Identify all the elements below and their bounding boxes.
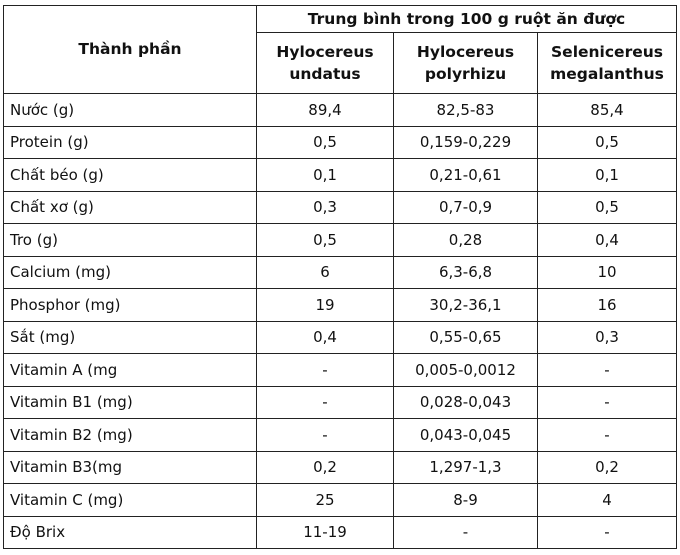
table-cell: 0,21-0,61 xyxy=(393,158,538,192)
table-cell: 0,1 xyxy=(537,158,677,192)
table-cell: 0,2 xyxy=(537,450,677,484)
table-cell: - xyxy=(537,353,677,387)
table-cell: 8-9 xyxy=(393,483,538,517)
table-cell: 0,2 xyxy=(256,450,394,484)
table-row: Protein (g) 0,5 0,159-0,229 0,5 xyxy=(3,125,677,159)
table-cell: 85,4 xyxy=(537,93,677,127)
row-label: Độ Brix xyxy=(3,515,257,549)
species-genus: Hylocereus xyxy=(276,43,374,61)
nutrition-table-container: Thành phần Trung bình trong 100 g ruột ă… xyxy=(3,5,677,549)
table-cell: 11-19 xyxy=(256,515,394,549)
table-cell: - xyxy=(256,418,394,452)
table-row: Nước (g) 89,4 82,5-83 85,4 xyxy=(3,93,677,127)
component-header: Thành phần xyxy=(3,5,257,94)
species-epithet: undatus xyxy=(289,65,361,83)
table-header: Thành phần Trung bình trong 100 g ruột ă… xyxy=(3,5,677,94)
table-row: Vitamin A (mg - 0,005-0,0012 - xyxy=(3,353,677,387)
row-label: Phosphor (mg) xyxy=(3,288,257,322)
table-row: Vitamin C (mg) 25 8-9 4 xyxy=(3,483,677,517)
table-cell: 0,028-0,043 xyxy=(393,385,538,419)
table-cell: 89,4 xyxy=(256,93,394,127)
table-row: Vitamin B2 (mg) - 0,043-0,045 - xyxy=(3,418,677,452)
row-label: Tro (g) xyxy=(3,223,257,257)
table-row: Calcium (mg) 6 6,3-6,8 10 xyxy=(3,255,677,289)
table-cell: - xyxy=(393,515,538,549)
table-cell: 0,55-0,65 xyxy=(393,320,538,354)
table-cell: 0,5 xyxy=(537,125,677,159)
row-label: Vitamin C (mg) xyxy=(3,483,257,517)
species-genus: Hylocereus xyxy=(416,43,515,61)
table-cell: 0,7-0,9 xyxy=(393,190,538,224)
table-cell: 0,3 xyxy=(256,190,394,224)
table-cell: 0,5 xyxy=(537,190,677,224)
table-cell: 0,043-0,045 xyxy=(393,418,538,452)
table-cell: 0,4 xyxy=(256,320,394,354)
table-cell: 0,5 xyxy=(256,125,394,159)
table-row: Vitamin B3(mg 0,2 1,297-1,3 0,2 xyxy=(3,450,677,484)
table-cell: 0,3 xyxy=(537,320,677,354)
row-label: Vitamin B1 (mg) xyxy=(3,385,257,419)
species-header: Hylocereus undatus xyxy=(256,32,394,94)
table-cell: 6 xyxy=(256,255,394,289)
table-row: Vitamin B1 (mg) - 0,028-0,043 - xyxy=(3,385,677,419)
species-epithet: megalanthus xyxy=(550,65,664,83)
table-cell: 6,3-6,8 xyxy=(393,255,538,289)
table-row: Chất béo (g) 0,1 0,21-0,61 0,1 xyxy=(3,158,677,192)
table-cell: - xyxy=(256,385,394,419)
table-cell: 19 xyxy=(256,288,394,322)
table-cell: 30,2-36,1 xyxy=(393,288,538,322)
species-genus: Selenicereus xyxy=(551,43,663,61)
table-cell: 0,1 xyxy=(256,158,394,192)
table-row: Độ Brix 11-19 - - xyxy=(3,515,677,549)
table-cell: 0,28 xyxy=(393,223,538,257)
table-row: Phosphor (mg) 19 30,2-36,1 16 xyxy=(3,288,677,322)
table-cell: - xyxy=(537,515,677,549)
table-body: Nước (g) 89,4 82,5-83 85,4 Protein (g) 0… xyxy=(3,93,677,549)
group-header: Trung bình trong 100 g ruột ăn được xyxy=(256,5,677,33)
nutrition-table: Thành phần Trung bình trong 100 g ruột ă… xyxy=(3,5,677,549)
table-cell: 16 xyxy=(537,288,677,322)
row-label: Vitamin B3(mg xyxy=(3,450,257,484)
table-cell: - xyxy=(256,353,394,387)
table-row: Chất xơ (g) 0,3 0,7-0,9 0,5 xyxy=(3,190,677,224)
species-header: Hylocereus polyrhizu xyxy=(393,32,538,94)
table-cell: 82,5-83 xyxy=(393,93,538,127)
row-label: Chất xơ (g) xyxy=(3,190,257,224)
table-cell: 0,4 xyxy=(537,223,677,257)
table-cell: 0,159-0,229 xyxy=(393,125,538,159)
row-label: Calcium (mg) xyxy=(3,255,257,289)
species-epithet: polyrhizu xyxy=(424,65,507,83)
species-header: Selenicereus megalanthus xyxy=(537,32,677,94)
table-row: Sắt (mg) 0,4 0,55-0,65 0,3 xyxy=(3,320,677,354)
table-cell: 1,297-1,3 xyxy=(393,450,538,484)
table-cell: 10 xyxy=(537,255,677,289)
table-cell: 0,5 xyxy=(256,223,394,257)
row-label: Chất béo (g) xyxy=(3,158,257,192)
table-row: Tro (g) 0,5 0,28 0,4 xyxy=(3,223,677,257)
row-label: Vitamin A (mg xyxy=(3,353,257,387)
table-cell: - xyxy=(537,385,677,419)
table-cell: 25 xyxy=(256,483,394,517)
row-label: Sắt (mg) xyxy=(3,320,257,354)
row-label: Vitamin B2 (mg) xyxy=(3,418,257,452)
row-label: Protein (g) xyxy=(3,125,257,159)
table-cell: 4 xyxy=(537,483,677,517)
row-label: Nước (g) xyxy=(3,93,257,127)
table-cell: - xyxy=(537,418,677,452)
table-cell: 0,005-0,0012 xyxy=(393,353,538,387)
